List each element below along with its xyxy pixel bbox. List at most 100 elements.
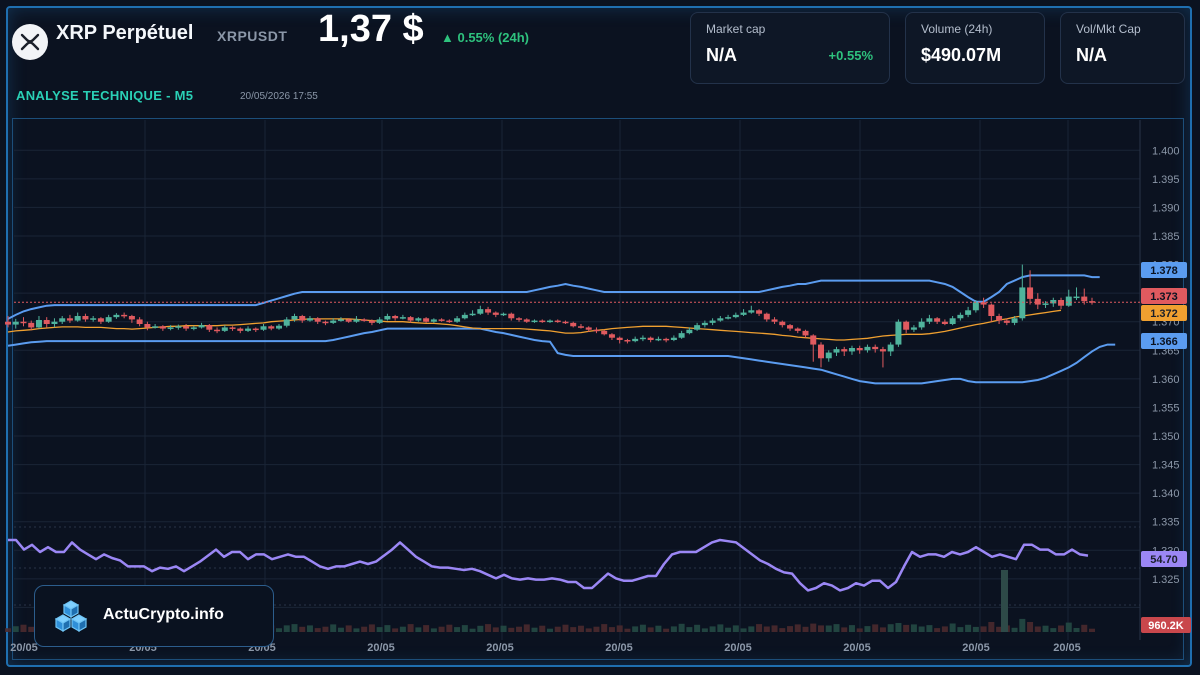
candle-body (663, 338, 670, 341)
price-tag-label: 1.372 (1150, 308, 1178, 320)
candle-body (879, 349, 886, 352)
candle-body (105, 317, 112, 322)
volume-bar (771, 625, 778, 632)
candle-body (647, 337, 654, 340)
candle-body (330, 320, 337, 323)
volume-bar (763, 626, 770, 632)
volume-bar (655, 625, 662, 632)
y-tick-label: 1.385 (1152, 231, 1180, 243)
candle-body (469, 313, 476, 316)
candle-body (732, 314, 739, 318)
candle-body (624, 340, 631, 342)
y-tick-label: 1.325 (1152, 574, 1180, 586)
volume-bar (980, 626, 987, 632)
volume-bar (423, 625, 430, 632)
candle-body (988, 304, 995, 316)
candlesticks (5, 264, 1140, 368)
header: XRP Perpétuel XRPUSDT 1,37 $ ▲ 0.55% (24… (0, 0, 1200, 118)
volume-bar (996, 626, 1003, 632)
rsi-tag-label: 54.70 (1150, 554, 1178, 566)
volume-bar (585, 628, 592, 632)
candle-body (972, 302, 979, 311)
volume-bar (407, 624, 414, 632)
candle-body (670, 337, 677, 340)
candle-body (678, 333, 685, 338)
candle-body (1042, 303, 1049, 305)
volume-bar (802, 626, 809, 632)
candle-body (1058, 300, 1065, 306)
volume-bar (725, 627, 732, 632)
candle-body (399, 317, 406, 319)
x-tick-label: 20/05 (486, 642, 514, 654)
volume-bar (934, 628, 941, 632)
bollinger-lower-line (7, 327, 1116, 385)
volume-bar (965, 624, 972, 632)
volume-tag-label: 960.2K (1148, 620, 1184, 632)
volume-bar (376, 627, 383, 632)
volume-bar (454, 627, 461, 632)
candle-body (655, 338, 662, 341)
candle-body (35, 320, 42, 328)
y-tick-label: 1.395 (1152, 174, 1180, 186)
bollinger-upper-line (7, 274, 1100, 320)
volume-bar (1089, 628, 1095, 632)
candle-body (268, 326, 275, 329)
brand-badge[interactable]: ActuCrypto.info (34, 585, 274, 647)
candle-body (516, 318, 523, 320)
candle-body (128, 316, 135, 320)
volume-bar (1065, 622, 1072, 632)
volume-bar (500, 625, 507, 632)
candle-body (996, 316, 1003, 321)
x-tick-label: 20/05 (1053, 642, 1081, 654)
price-tag-label: 1.373 (1150, 291, 1178, 303)
candle-body (43, 320, 50, 324)
volume-bar (647, 627, 654, 632)
candle-body (59, 318, 66, 322)
price-tag (1141, 288, 1187, 304)
x-tick-label: 20/05 (724, 642, 752, 654)
volume-bar (523, 624, 530, 632)
candle-body (345, 319, 352, 322)
volume-bar (446, 624, 453, 632)
card-label: Volume (24h) (921, 22, 993, 36)
candle-body (802, 330, 809, 336)
volume-bar (686, 627, 693, 632)
volume-bar (399, 626, 406, 632)
volume-bar (694, 624, 701, 632)
volume-bar (12, 626, 19, 632)
price-tag-label: 1.378 (1150, 265, 1178, 277)
xrp-logo-icon (12, 24, 48, 60)
candle-body (245, 328, 252, 331)
volume-bar (392, 628, 399, 632)
candle-body (1034, 298, 1041, 305)
candle-body (477, 309, 484, 314)
candle-body (314, 318, 321, 322)
candle-body (1065, 296, 1072, 306)
card-change: +0.55% (828, 48, 873, 63)
candle-body (423, 318, 430, 322)
volume-bar (1050, 628, 1057, 632)
y-tick-label: 1.390 (1152, 202, 1180, 214)
cubes-logo-icon (51, 599, 91, 640)
candle-body (833, 349, 840, 353)
candle-body (299, 316, 306, 321)
candle-body (531, 320, 538, 323)
candle-body (113, 314, 120, 318)
candle-body (779, 321, 786, 326)
x-tick-label: 20/05 (843, 642, 871, 654)
market-cap-card: Market cap N/A +0.55% (690, 12, 890, 84)
candle-body (206, 325, 213, 330)
volume-bar (430, 628, 437, 632)
candle-body (167, 327, 174, 329)
chart-grid (14, 120, 1141, 640)
volume-bar (516, 626, 523, 632)
candle-body (97, 318, 104, 322)
candle-body (562, 321, 569, 324)
volume-bar (639, 624, 646, 632)
volume-bar (941, 626, 948, 632)
candle-body (198, 325, 205, 328)
candle-body (825, 352, 832, 359)
candle-body (283, 319, 290, 326)
candle-body (980, 302, 987, 305)
